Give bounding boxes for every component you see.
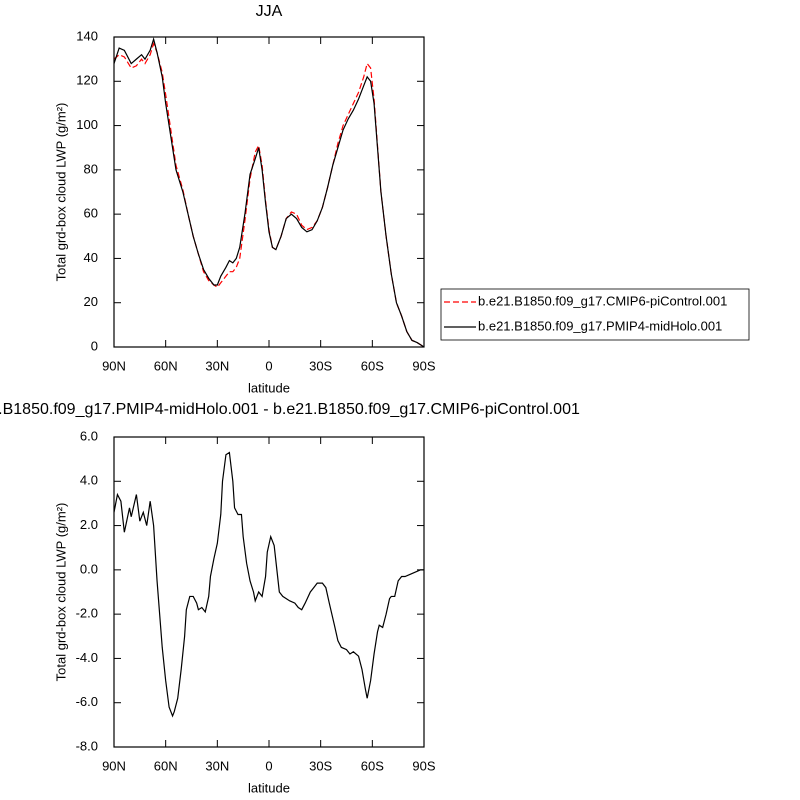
y-tick-label: 60 [84,206,98,221]
data-line [113,41,425,348]
y-tick-label: 0 [91,338,98,353]
x-axis-label: latitude [248,780,290,795]
x-tick-label: 60S [361,758,384,773]
x-tick-label: 60S [361,358,384,373]
y-axis-label: Total grd-box cloud LWP (g/m²) [53,503,68,682]
legend-box [440,288,750,341]
x-tick-label: 30S [309,358,332,373]
y-tick-label: 120 [76,73,98,88]
x-tick-label: 30S [309,758,332,773]
chart-title: b.e21.B1850.f09_g17.PMIP4-midHolo.001 - … [0,401,580,418]
x-axis-label: latitude [248,380,290,395]
y-tick-label: 0.0 [80,561,98,576]
chart-title: JJA [256,3,283,20]
y-tick-label: 2.0 [80,517,98,532]
x-tick-label: 0 [265,358,272,373]
data-line [113,451,424,718]
y-tick-label: 20 [84,294,98,309]
y-tick-label: 40 [84,250,98,265]
y-tick-label: 4.0 [80,473,98,488]
data-line [113,37,425,348]
y-tick-label: -6.0 [76,694,98,709]
x-tick-label: 60N [154,758,178,773]
x-tick-label: 90N [102,758,126,773]
x-tick-label: 30N [205,358,229,373]
y-tick-label: 140 [76,28,98,43]
x-tick-label: 0 [265,758,272,773]
plot-frame [113,36,425,348]
y-tick-label: -4.0 [76,650,98,665]
y-axis-label: Total grd-box cloud LWP (g/m²) [53,103,68,282]
y-tick-label: -2.0 [76,606,98,621]
y-tick-label: 100 [76,117,98,132]
x-tick-label: 60N [154,358,178,373]
y-tick-label: -8.0 [76,738,98,753]
x-tick-label: 90S [412,758,435,773]
legend-label: b.e21.B1850.f09_g17.PMIP4-midHolo.001 [478,318,722,333]
y-tick-label: 80 [84,161,98,176]
plot-frame [113,436,425,748]
x-tick-label: 90S [412,358,435,373]
y-tick-label: 6.0 [80,428,98,443]
legend-label: b.e21.B1850.f09_g17.CMIP6-piControl.001 [478,293,727,308]
x-tick-label: 30N [205,758,229,773]
x-tick-label: 90N [102,358,126,373]
